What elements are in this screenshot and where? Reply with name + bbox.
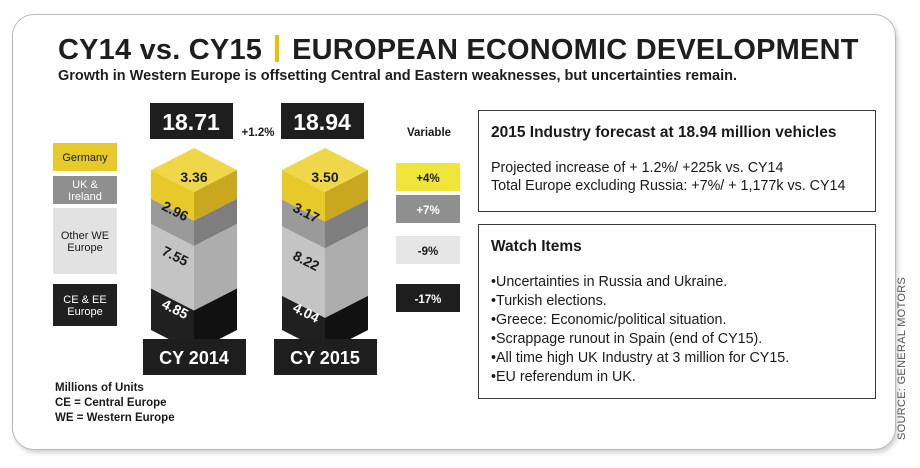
bar-segment-left [282,226,325,318]
bar-segment-right [194,170,237,221]
watch-items-title: Watch Items [491,238,582,255]
page-subtitle: Growth in Western Europe is offsetting C… [58,68,737,84]
bar-segment-right [325,295,368,352]
bar-segment-right [325,199,368,249]
legend-label: UK & [72,179,98,191]
title-right: EUROPEAN ECONOMIC DEVELOPMENT [292,34,859,66]
watch-item: Turkish elections. [491,292,789,311]
bar-segment-right [194,288,237,352]
variable-label: -17% [415,294,442,306]
footnote-units: Millions of Units [55,382,144,394]
bar-segment-right [325,170,368,222]
watch-item: Scrappage runout in Spain (end of CY15). [491,330,789,349]
variable-box [396,284,460,312]
bar-segment-left [282,170,325,222]
forecast-line-2: Total Europe excluding Russia: +7%/ + 1,… [491,178,846,194]
legend-label: Ireland [68,191,102,203]
forecast-box: 2015 Industry forecast at 18.94 million … [478,110,876,212]
bar-segment-left [282,199,325,249]
variable-box [396,236,460,264]
page-title: CY14 vs. CY15 EUROPEAN ECONOMIC DEVELOPME… [58,34,859,67]
forecast-line-1: Projected increase of + 1.2%/ +225k vs. … [491,160,784,176]
watch-item: All time high UK Industry at 3 million f… [491,349,789,368]
title-separator [275,35,280,62]
legend-label: Europe [67,306,102,318]
bar-value-label: 3.50 [311,169,338,185]
total-box [281,103,364,139]
change-label: +1.2% [242,127,275,139]
title-left: CY14 vs. CY15 [58,34,263,66]
watch-item: Uncertainties in Russia and Ukraine. [491,273,789,292]
bar-segment-left [151,288,194,352]
category-box [143,339,246,375]
bar-value-label: 3.36 [180,169,207,185]
footnote-ce: CE = Central Europe [55,397,167,409]
legend-swatch-3 [53,284,117,326]
category-label: CY 2014 [159,348,229,368]
bar-segment-right [194,224,237,311]
watch-item: Greece: Economic/political situation. [491,311,789,330]
source-label: SOURCE: GENERAL MOTORS [896,276,908,440]
watch-item: EU referendum in UK. [491,368,789,387]
legend-label: Germany [62,152,108,164]
variable-box [396,163,460,191]
legend-label: Europe [67,242,102,254]
legend-swatch-1 [53,176,117,204]
bar-segment-left [151,224,194,311]
variable-box [396,195,460,223]
legend-swatch-2 [53,208,117,274]
bar-segment-left [282,295,325,352]
total-label: 18.94 [293,109,351,135]
total-box [150,103,233,139]
variable-header: Variable [407,127,451,139]
forecast-title: 2015 Industry forecast at 18.94 million … [491,124,837,141]
bar-segment-right [325,226,368,318]
bar-segment-left [151,198,194,247]
footnote-we: WE = Western Europe [55,412,175,424]
bar-segment-left [151,170,194,221]
variable-label: -9% [418,246,438,258]
watch-items-list: Uncertainties in Russia and Ukraine. Tur… [491,273,789,387]
legend-label: Other WE [61,230,109,242]
variable-label: +7% [416,205,439,217]
watch-items-box: Watch Items Uncertainties in Russia and … [478,224,876,399]
category-label: CY 2015 [290,348,360,368]
legend-swatch-0 [53,143,117,171]
variable-label: +4% [416,173,439,185]
bar-segment-right [194,198,237,247]
total-label: 18.71 [162,109,220,135]
legend-label: CE & EE [63,294,106,306]
category-box [274,339,377,375]
